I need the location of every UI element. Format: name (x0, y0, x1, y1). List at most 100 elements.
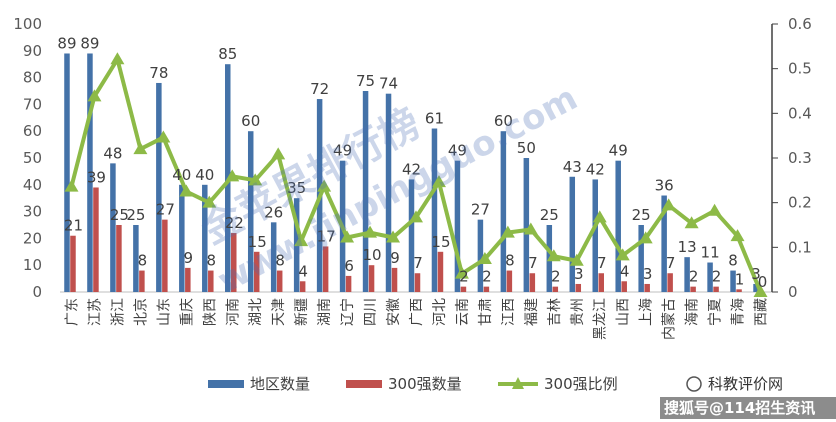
ratio-point (317, 179, 332, 192)
bar-label-top300-count: 2 (712, 268, 722, 286)
bar-top300-count (506, 270, 513, 292)
category-label: 天津 (271, 298, 287, 326)
bar-label-top300-count: 22 (225, 214, 244, 232)
bar-region-count (362, 91, 369, 292)
ratio-point (271, 147, 286, 160)
right-axis-tick: 0.3 (788, 149, 812, 167)
ratio-point (87, 89, 102, 102)
data-labels: 8921893948252587827409408852260152683547… (57, 34, 767, 291)
bar-top300-count (208, 270, 214, 292)
bar-label-top300-count: 17 (317, 227, 336, 245)
bar-region-count (638, 225, 644, 292)
bar-label-top300-count: 15 (431, 233, 450, 251)
category-label: 吉林 (547, 298, 563, 326)
ratio-point (500, 225, 515, 238)
bar-region-count (110, 163, 116, 292)
bar-label-top300-count: 8 (138, 252, 148, 270)
category-label: 贵州 (570, 298, 586, 326)
bar-label-top300-count: 0 (758, 273, 768, 291)
category-label: 山东 (156, 298, 172, 326)
bar-region-count (247, 131, 254, 292)
bar-top300-count (345, 275, 352, 292)
category-label: 河北 (432, 298, 448, 326)
bar-top300-count (322, 246, 329, 292)
ratio-point (363, 225, 378, 238)
bar-label-region-count: 75 (356, 72, 375, 90)
bar-label-region-count: 89 (80, 34, 99, 52)
bar-label-region-count: 42 (586, 160, 605, 178)
bar-top300-count (368, 265, 375, 292)
bar-label-top300-count: 1 (735, 270, 745, 288)
bar-label-top300-count: 2 (689, 268, 699, 286)
bar-top300-count (690, 286, 696, 292)
bar-region-count (408, 179, 415, 292)
bar-region-count (87, 53, 93, 293)
bar-label-region-count: 40 (172, 166, 191, 184)
bar-top300-count (116, 225, 122, 292)
bar-label-top300-count: 2 (459, 268, 469, 286)
bar-label-region-count: 49 (333, 142, 352, 160)
ratio-point (477, 251, 492, 264)
category-label: 江苏 (87, 298, 103, 326)
bar-region-count (64, 53, 70, 293)
bar-region-count (707, 262, 713, 292)
bar-region-count (730, 270, 736, 292)
ratio-point (156, 130, 171, 143)
bar-top300-count (414, 273, 421, 292)
legend-label: 地区数量 (250, 375, 310, 393)
category-label: 浙江 (110, 298, 126, 326)
legend-label: 300强比例 (544, 375, 618, 393)
ratio-point (133, 142, 148, 155)
bar-label-region-count: 27 (471, 201, 490, 219)
bar-label-top300-count: 2 (551, 268, 561, 286)
bar-region-count (202, 184, 208, 292)
bar-region-count (270, 222, 277, 292)
bar-label-top300-count: 2 (482, 268, 492, 286)
category-label: 云南 (455, 298, 471, 326)
category-label: 辽宁 (339, 298, 356, 326)
ratio-point (615, 248, 630, 261)
ratio-point (684, 216, 699, 229)
right-axis-tick: 0.4 (788, 104, 812, 122)
bar-top300-count (391, 267, 398, 292)
wechat-icon (686, 376, 702, 392)
left-axis-tick: 40 (23, 176, 42, 194)
bar-top300-count (162, 219, 168, 292)
bar-label-top300-count: 7 (528, 254, 538, 272)
source-line2: 搜狐号@114招生资讯 (664, 399, 815, 417)
bar-top300-count (552, 286, 559, 292)
bar-region-count (523, 158, 530, 292)
source-line1: 科教评价网 (708, 375, 783, 393)
axes: 010203040506070809010000.10.20.30.40.50.… (13, 15, 812, 301)
bar-label-top300-count: 6 (344, 257, 354, 275)
bar-region-count (385, 93, 392, 293)
bar-top300-count (529, 273, 536, 292)
source-bg (660, 397, 836, 419)
bar-label-top300-count: 4 (298, 262, 308, 280)
bar-label-top300-count: 8 (275, 252, 285, 270)
category-label: 甘肃 (478, 298, 494, 326)
left-axis-tick: 20 (23, 229, 42, 247)
ratio-point (386, 230, 401, 243)
bar-top300-count (276, 270, 283, 292)
ratio-point (248, 173, 263, 186)
bar-top300-count (483, 286, 490, 292)
bar-top300-count (253, 251, 260, 292)
bar-label-top300-count: 25 (110, 206, 129, 224)
ratio-point (64, 179, 79, 192)
bar-label-top300-count: 15 (248, 233, 267, 251)
bar-top300-count (575, 283, 582, 292)
bar-label-top300-count: 8 (207, 252, 217, 270)
bar-label-region-count: 60 (494, 112, 513, 130)
left-axis-tick: 100 (13, 15, 42, 33)
bar-label-top300-count: 27 (156, 201, 175, 219)
bar-region-count (133, 225, 139, 292)
bar-label-top300-count: 3 (643, 265, 653, 283)
category-label: 福建 (524, 298, 540, 326)
category-label: 海南 (685, 298, 701, 326)
left-axis-tick: 90 (23, 42, 42, 60)
category-label: 山西 (616, 298, 632, 326)
ratio-point (730, 229, 745, 242)
bar-label-region-count: 42 (402, 160, 421, 178)
source-badge: 科教评价网 搜狐号@114招生资讯 (660, 375, 836, 419)
